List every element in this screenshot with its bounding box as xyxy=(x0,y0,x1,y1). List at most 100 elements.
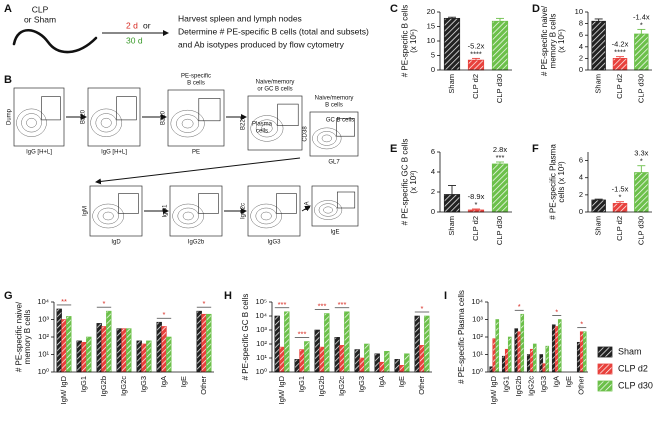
bar xyxy=(61,319,67,373)
x-tick-label: IgE xyxy=(397,376,406,387)
x-tick-label: CLP d2 xyxy=(615,74,624,99)
bar xyxy=(294,359,300,373)
x-tick-label: IgG3 xyxy=(139,376,148,392)
annotation: * xyxy=(555,307,558,316)
y-tick-label: 10² xyxy=(472,332,483,341)
bar xyxy=(591,199,606,213)
panel-label: H xyxy=(224,290,232,302)
bar xyxy=(404,353,410,373)
contour xyxy=(177,207,199,225)
bar xyxy=(579,331,584,373)
x-tick-label: IgG3 xyxy=(357,376,366,392)
mouse-icon xyxy=(12,28,98,54)
gate-label: B cells xyxy=(325,103,343,109)
y-tick-label: 10⁴ xyxy=(471,297,483,306)
bar xyxy=(532,343,537,373)
panel-label: A xyxy=(4,3,12,15)
x-tick-label: Sham xyxy=(594,74,603,94)
annotation: -1.4x xyxy=(633,12,650,21)
y-tick-label: 10⁰ xyxy=(38,367,49,376)
bar xyxy=(116,328,122,373)
y-tick-label: 0 xyxy=(579,65,583,74)
x-tick-label: CLP d2 xyxy=(471,216,480,241)
contour xyxy=(318,203,338,217)
bar xyxy=(56,308,62,373)
bar xyxy=(634,33,649,71)
annotation: * xyxy=(203,299,206,308)
gate-label: or GC B cells xyxy=(257,87,292,93)
contour xyxy=(21,113,42,133)
x-tick-label: IgG1 xyxy=(502,376,511,392)
legend-swatch xyxy=(597,363,613,375)
contour xyxy=(255,207,277,225)
legend-label: CLP d30 xyxy=(618,380,653,390)
annotation: * xyxy=(163,310,166,319)
gate xyxy=(336,118,355,137)
x-tick-label: IgM/ IgD xyxy=(277,375,286,404)
bar xyxy=(576,341,581,373)
contour xyxy=(314,200,343,220)
x-tick-label: IgG2b xyxy=(317,376,326,396)
contour xyxy=(16,108,47,137)
x-tick-label: IgM/ IgD xyxy=(59,375,68,404)
subject: CLP xyxy=(32,4,49,14)
contour xyxy=(255,119,278,138)
bar xyxy=(424,315,430,373)
flow-plot xyxy=(247,95,303,151)
x-tick-label: Sham xyxy=(594,216,603,236)
flow-y-label: IgM xyxy=(83,206,89,216)
bar xyxy=(314,329,320,373)
annotation: * xyxy=(580,320,583,329)
contour xyxy=(92,203,125,229)
y-tick-label: 10³ xyxy=(472,314,483,323)
y-tick-label: 4 xyxy=(579,173,583,182)
bar xyxy=(557,319,562,373)
annotation: -4.2x xyxy=(612,40,629,49)
bar xyxy=(504,348,509,373)
contour xyxy=(250,115,284,142)
error-bar xyxy=(616,201,624,204)
panel-label: F xyxy=(532,143,539,155)
flow-y-label: CD38 xyxy=(303,126,309,142)
contour xyxy=(261,123,273,133)
bar xyxy=(364,343,370,373)
bar xyxy=(539,354,544,373)
y-axis-label: # PE-specific Plasma xyxy=(549,144,558,220)
bar xyxy=(81,341,87,373)
error-bar xyxy=(496,17,504,22)
bar xyxy=(443,194,461,213)
x-tick-label: Other xyxy=(417,376,426,395)
panel-label: D xyxy=(532,3,540,15)
x-tick-label: IgM/ IgD xyxy=(489,375,498,404)
bar xyxy=(279,346,285,373)
gate xyxy=(41,96,61,121)
y-tick-label: 10¹ xyxy=(256,353,267,362)
panel-label: B xyxy=(4,74,12,86)
bar xyxy=(136,340,142,373)
bar xyxy=(492,338,497,373)
y-axis-label: (x 10⁵) xyxy=(409,29,418,53)
x-tick-label: Sham xyxy=(447,74,456,94)
x-tick-label: CLP d30 xyxy=(495,216,504,245)
bar xyxy=(121,328,127,373)
y-tick-label: 0 xyxy=(579,207,583,216)
annotation: ** xyxy=(61,297,67,306)
y-tick-label: 2 xyxy=(579,53,583,62)
annotation: * xyxy=(475,200,478,209)
annotation: * xyxy=(619,193,622,202)
bar xyxy=(526,354,531,373)
x-tick-label: IgG1 xyxy=(79,376,88,392)
bar xyxy=(304,341,310,373)
error-bar xyxy=(448,185,456,195)
x-tick-label: IgG2b xyxy=(514,376,523,396)
contour xyxy=(95,113,117,133)
annotation: *** xyxy=(318,302,327,311)
panel-label: I xyxy=(444,290,447,302)
contour xyxy=(181,118,194,129)
error-bar xyxy=(594,18,603,22)
y-tick-label: 10³ xyxy=(38,314,49,323)
bar xyxy=(344,311,350,373)
x-tick-label: IgG2c xyxy=(119,376,128,396)
error-bar xyxy=(472,208,480,210)
y-axis-label: # PE-specific naive/ xyxy=(540,5,549,76)
